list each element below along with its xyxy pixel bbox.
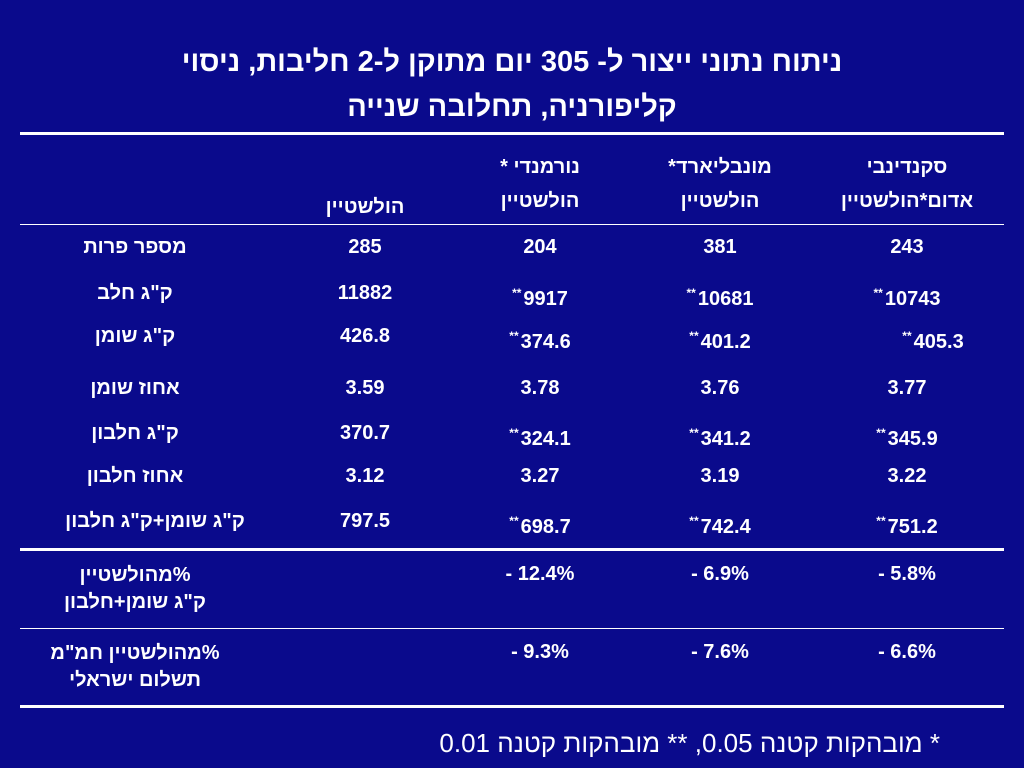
value: 10743 [884, 288, 941, 310]
pct-cell-normande: - 9.3% [511, 641, 569, 663]
cell-scandinavian: 243 [812, 235, 1002, 259]
header-scandinavian: סקנדינבי אדום*הולשטיין [840, 156, 974, 212]
value: 751.2 [887, 516, 938, 538]
cell-normande: ** 324.1 [455, 421, 625, 451]
pct-label-line-2: ק"ג שומן+חלבון [64, 591, 206, 613]
header-holstein: הולשטיין [325, 196, 405, 218]
cell-normande: 3.27 [455, 464, 625, 488]
cell-normande: ** 374.6 [455, 324, 625, 354]
value: 742.4 [700, 516, 751, 538]
value: 341.2 [700, 428, 751, 450]
pct-row-label: %מהולשטיין חמ"מ תשלום ישראלי [10, 640, 260, 694]
cell-scandinavian: 3.22 [812, 464, 1002, 488]
rule-top [20, 132, 1004, 135]
value: 374.6 [520, 331, 571, 353]
page-title: ניתוח נתוני ייצור ל- 305 יום מתוקן ל-2 ח… [60, 40, 964, 130]
cell-scandinavian: 3.77 [812, 376, 1002, 400]
significance-mark: ** [512, 286, 522, 300]
pct-cell-scandinavian: - 6.6% [878, 641, 936, 663]
cell-montbeliarde: 381 [635, 235, 805, 259]
row-label: ק"ג שומן [94, 325, 176, 347]
header-montbeliarde: מונבליארד* הולשטיין [668, 156, 772, 212]
pct-cell-montbeliarde: - 7.6% [691, 641, 749, 663]
significance-mark: ** [509, 514, 519, 528]
rule-lower [20, 628, 1004, 629]
cell-holstein: 797.5 [339, 510, 391, 532]
cell-montbeliarde: 3.76 [635, 376, 805, 400]
pct-label-line-1: %מהולשטיין חמ"מ [50, 642, 220, 664]
value: 698.7 [520, 516, 571, 538]
significance-mark: ** [509, 426, 519, 440]
pct-cell-montbeliarde: - 6.9% [691, 563, 749, 585]
cell-scandinavian: ** 345.9 [812, 421, 1002, 451]
cell-holstein: 370.7 [339, 422, 391, 444]
cell-holstein: 3.59 [345, 377, 385, 399]
significance-mark: ** [873, 286, 883, 300]
cell-scandinavian: ** 751.2 [812, 509, 1002, 539]
value: 381 [703, 236, 737, 258]
cell-montbeliarde: ** 401.2 [635, 324, 805, 354]
value: 243 [890, 236, 924, 258]
pct-row-label: %מהולשטיין ק"ג שומן+חלבון [10, 562, 260, 616]
cell-holstein: 285 [348, 236, 382, 258]
value: 10681 [697, 288, 754, 310]
significance-mark: ** [876, 514, 886, 528]
significance-mark: ** [689, 514, 699, 528]
row-label: ק"ג שומן+ק"ג חלבון [65, 510, 245, 532]
cell-normande: ** 9917 [455, 281, 625, 311]
header-normande: נורמנדי * הולשטיין [500, 156, 580, 212]
significance-mark: ** [689, 329, 699, 343]
cell-scandinavian: ** 405.3 [838, 324, 1024, 354]
row-label: ק"ג חלבון [91, 422, 179, 444]
pct-label-line-2: תשלום ישראלי [69, 669, 201, 691]
title-line-1: ניתוח נתוני ייצור ל- 305 יום מתוקן ל-2 ח… [181, 46, 843, 78]
cell-montbeliarde: ** 341.2 [635, 421, 805, 451]
value: 204 [523, 236, 557, 258]
rule-mid [20, 548, 1004, 551]
cell-normande: 204 [455, 235, 625, 259]
cell-scandinavian: ** 10743 [812, 281, 1002, 311]
value: 3.22 [887, 465, 927, 487]
cell-normande: ** 698.7 [455, 509, 625, 539]
significance-mark: ** [902, 329, 912, 343]
pct-cell-scandinavian: - 5.8% [878, 563, 936, 585]
cell-montbeliarde: 3.19 [635, 464, 805, 488]
pct-label-line-1: %מהולשטיין [79, 564, 191, 586]
cell-montbeliarde: ** 742.4 [635, 509, 805, 539]
cell-holstein: 426.8 [339, 325, 391, 347]
value: 3.76 [700, 377, 740, 399]
significance-mark: ** [509, 329, 519, 343]
value: 3.78 [520, 377, 560, 399]
value: 324.1 [520, 428, 571, 450]
value: 9917 [523, 288, 568, 310]
cell-normande: 3.78 [455, 376, 625, 400]
rule-bottom [20, 705, 1004, 708]
value: 345.9 [887, 428, 938, 450]
value: 3.77 [887, 377, 927, 399]
row-label: מספר פרות [83, 236, 187, 258]
rule-header [20, 224, 1004, 225]
value: 3.19 [700, 465, 740, 487]
value: 401.2 [700, 331, 751, 353]
value: 3.27 [520, 465, 560, 487]
row-label: ק"ג חלב [97, 282, 173, 304]
row-label: אחוז שומן [90, 377, 180, 399]
significance-mark: ** [876, 426, 886, 440]
footnote: * מובהקות קטנה 0.05, ** מובהקות קטנה 0.0… [439, 728, 940, 758]
cell-holstein: 3.12 [345, 465, 385, 487]
significance-mark: ** [686, 286, 696, 300]
title-line-2: קליפורניה, תחלובה שנייה [347, 91, 677, 123]
value: 405.3 [913, 331, 964, 353]
row-label: אחוז חלבון [86, 465, 184, 487]
significance-mark: ** [689, 426, 699, 440]
cell-holstein: 11882 [337, 282, 393, 304]
cell-montbeliarde: ** 10681 [635, 281, 805, 311]
pct-cell-normande: - 12.4% [505, 563, 575, 585]
